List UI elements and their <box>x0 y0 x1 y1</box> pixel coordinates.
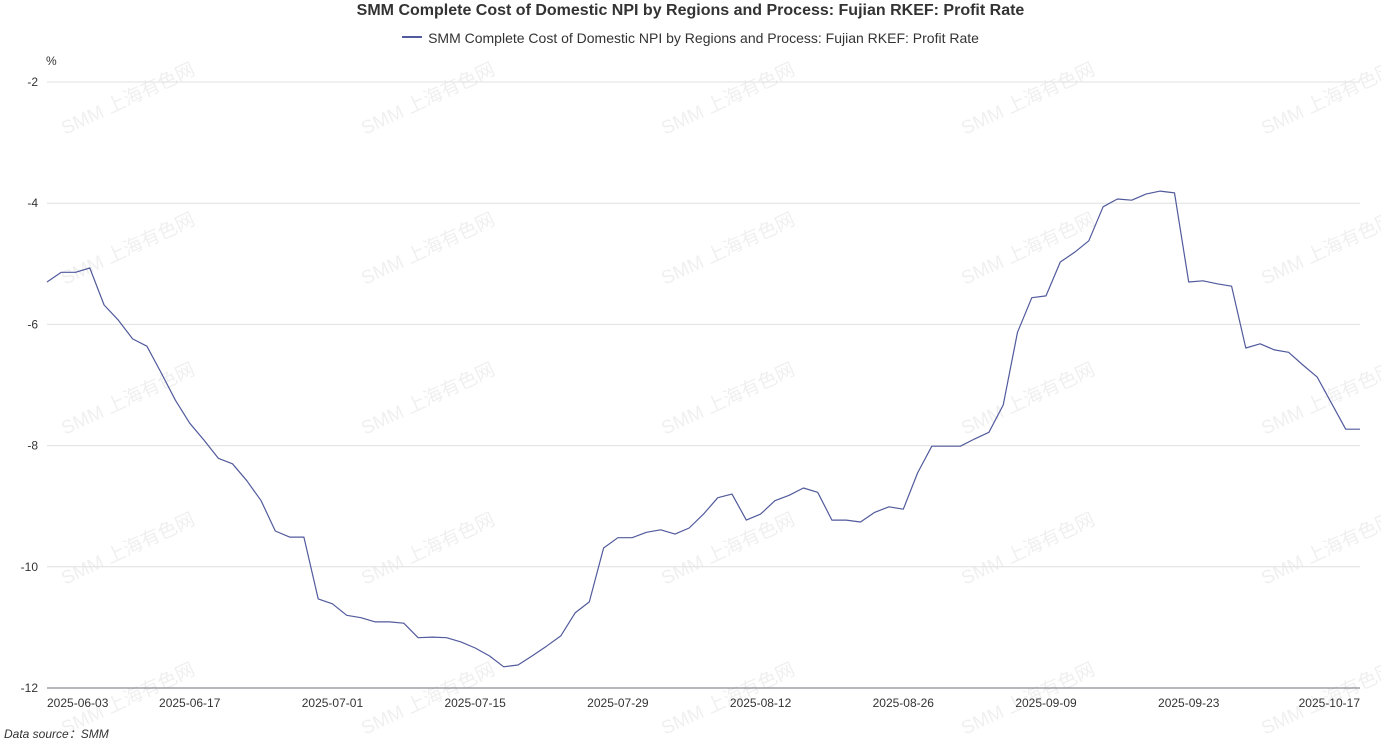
data-source: Data source：SMM <box>4 727 109 741</box>
watermark: SMM 上海有色网 <box>58 208 198 289</box>
x-tick-label: 2025-06-03 <box>47 696 109 710</box>
watermark: SMM 上海有色网 <box>58 58 198 139</box>
watermark: SMM 上海有色网 <box>958 508 1098 589</box>
series-line-profit-rate <box>46 190 1360 668</box>
x-tick-label: 2025-07-15 <box>444 696 506 710</box>
watermark: SMM 上海有色网 <box>58 508 198 589</box>
watermark: SMM 上海有色网 <box>658 508 798 589</box>
watermark: SMM 上海有色网 <box>958 58 1098 139</box>
x-tick-label: 2025-06-17 <box>159 696 221 710</box>
legend-item[interactable]: SMM Complete Cost of Domestic NPI by Reg… <box>0 30 1381 46</box>
watermark: SMM 上海有色网 <box>958 358 1098 439</box>
legend-swatch <box>402 36 423 39</box>
watermark: SMM 上海有色网 <box>358 358 498 439</box>
watermark: SMM 上海有色网 <box>1258 508 1381 589</box>
y-tick-label: -6 <box>27 317 38 331</box>
x-tick-label: 2025-07-29 <box>587 696 649 710</box>
watermark: SMM 上海有色网 <box>358 508 498 589</box>
watermark: SMM 上海有色网 <box>358 208 498 289</box>
x-tick-label: 2025-10-17 <box>1299 696 1361 710</box>
x-tick-label: 2025-09-23 <box>1158 696 1220 710</box>
y-tick-label: -12 <box>21 681 39 695</box>
x-tick-label: 2025-09-09 <box>1015 696 1077 710</box>
y-axis-unit: % <box>46 54 57 68</box>
x-tick-label: 2025-08-12 <box>730 696 792 710</box>
y-tick-label: -8 <box>27 439 38 453</box>
watermark: SMM 上海有色网 <box>658 208 798 289</box>
y-tick-label: -4 <box>27 196 38 210</box>
watermark: SMM 上海有色网 <box>1258 58 1381 139</box>
watermark: SMM 上海有色网 <box>658 358 798 439</box>
x-tick-label: 2025-07-01 <box>302 696 364 710</box>
y-tick-label: -2 <box>27 75 38 89</box>
watermark: SMM 上海有色网 <box>1258 208 1381 289</box>
legend-label: SMM Complete Cost of Domestic NPI by Reg… <box>428 30 979 46</box>
watermark: SMM 上海有色网 <box>658 58 798 139</box>
y-tick-label: -10 <box>21 560 39 574</box>
watermark: SMM 上海有色网 <box>1258 358 1381 439</box>
watermark: SMM 上海有色网 <box>58 358 198 439</box>
watermark: SMM 上海有色网 <box>358 58 498 139</box>
x-tick-label: 2025-08-26 <box>873 696 935 710</box>
chart-title: SMM Complete Cost of Domestic NPI by Reg… <box>356 2 1025 19</box>
watermark: SMM 上海有色网 <box>958 208 1098 289</box>
